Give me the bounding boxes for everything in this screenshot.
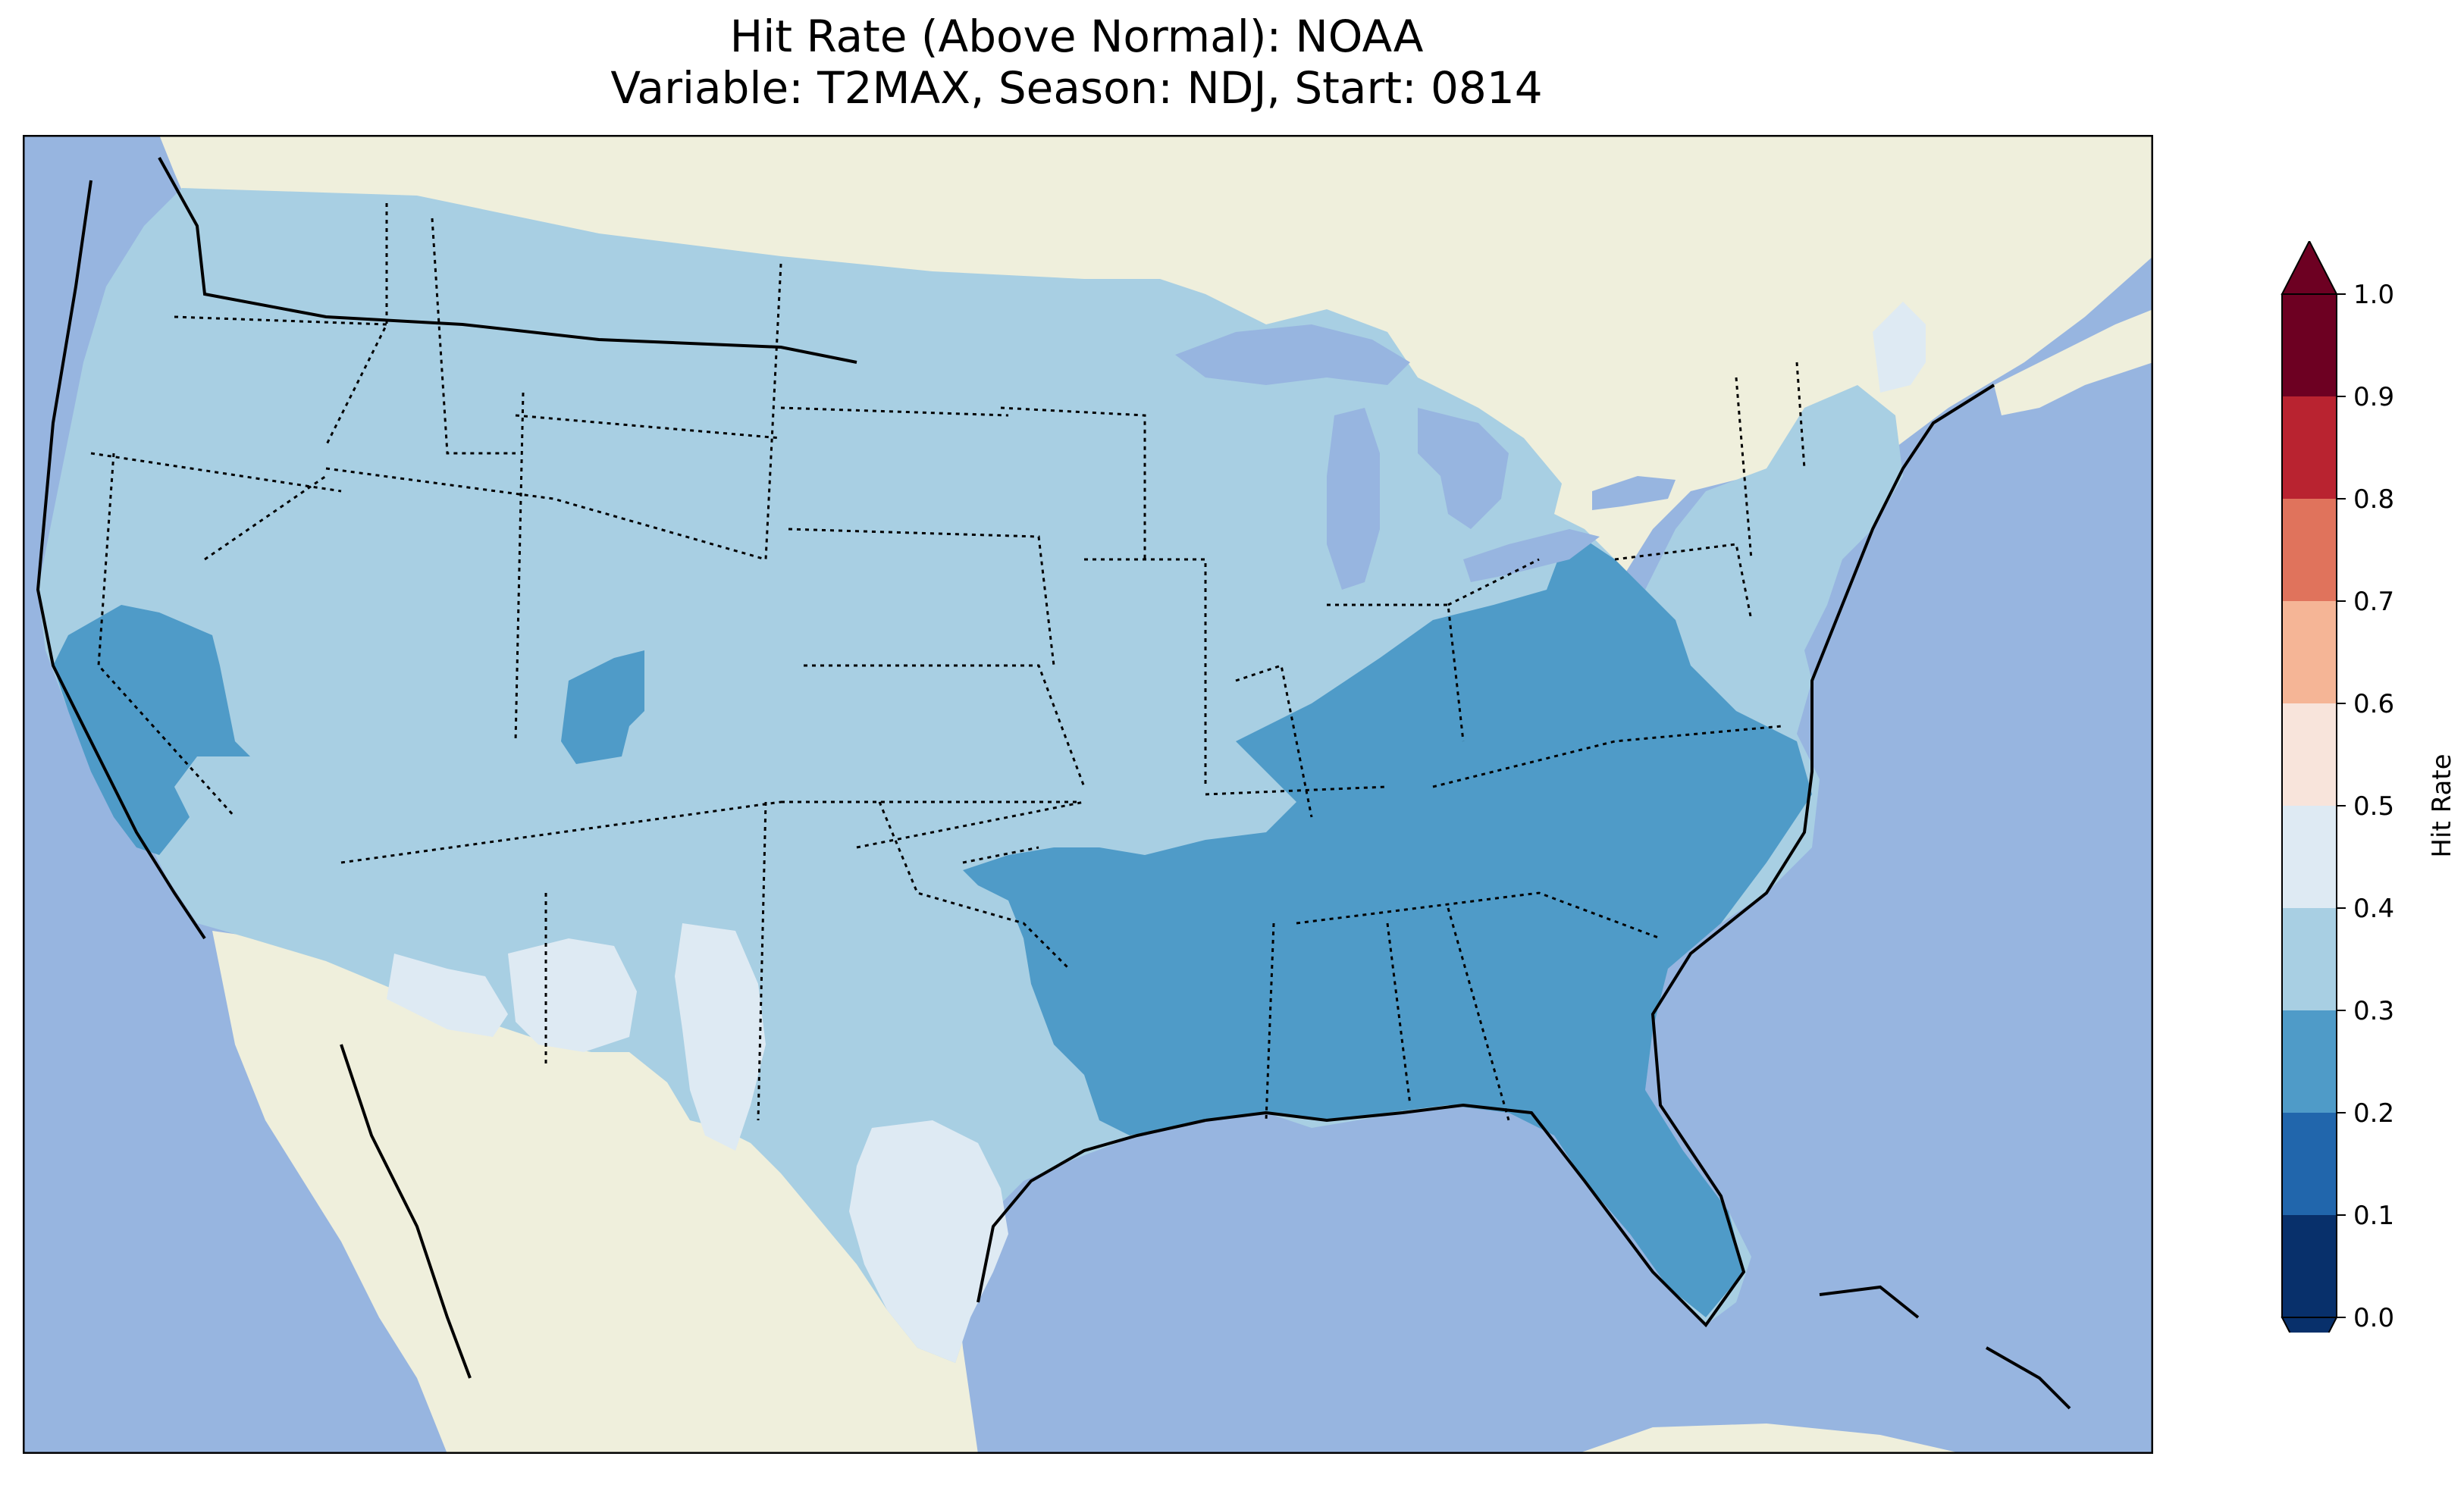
colorbar-label: Hit Rate [2427, 753, 2457, 857]
southwest-light-region [387, 954, 508, 1037]
colorbar-tick-label: 0.0 [2353, 1303, 2394, 1333]
state-borders [90, 203, 1806, 1121]
west-texas-light-region [675, 923, 766, 1151]
title-line-2: Variable: T2MAX, Season: NDJ, Start: 081… [610, 62, 1543, 114]
california-coast-region [53, 605, 250, 855]
colorado-region [561, 650, 644, 764]
lake-huron [1418, 408, 1509, 529]
colorbar-tick-label: 0.8 [2353, 484, 2394, 515]
colorbar-over-triangle [2281, 241, 2338, 295]
lake-michigan [1327, 408, 1380, 590]
colorbar-tick-label: 0.4 [2353, 894, 2394, 924]
colorbar-under-triangle [2281, 1317, 2338, 1333]
colorbar-tick-label: 0.7 [2353, 587, 2394, 617]
bottom-land [1577, 1424, 1964, 1454]
colorbar-segment [2282, 396, 2337, 499]
colorbar-tick-label: 0.3 [2353, 996, 2394, 1026]
map-frame [23, 135, 2153, 1454]
colorbar-segment [2282, 499, 2337, 601]
title-line-1: Hit Rate (Above Normal): NOAA [729, 11, 1424, 62]
colorbar-tick-label: 0.1 [2353, 1201, 2394, 1231]
lake-erie [1463, 529, 1600, 582]
colorbar-tick-label: 0.9 [2353, 382, 2394, 412]
colorbar-tick-label: 0.6 [2353, 689, 2394, 719]
colorbar-tick-label: 0.2 [2353, 1098, 2394, 1129]
lake-ontario [1592, 476, 1676, 510]
colorbar-segment [2282, 1113, 2337, 1215]
colorbar-segment [2282, 1010, 2337, 1113]
colorbar-segment [2282, 1215, 2337, 1317]
new-mexico-light-region [508, 938, 637, 1052]
colorbar: 0.0 0.1 0.2 0.3 0.4 0.5 0.6 0.7 0.8 0.9 1.0 Hit Rat… [2281, 241, 2457, 1333]
nova-scotia-land [1994, 309, 2153, 415]
map-title: Hit Rate (Above Normal): NOAA Variable: … [0, 11, 2153, 114]
coastlines [36, 157, 2071, 1410]
south-texas-light-region [849, 1120, 1008, 1363]
colorbar-segment [2282, 294, 2337, 396]
colorbar-segment [2282, 601, 2337, 703]
colorbar-segment [2282, 908, 2337, 1010]
colorbar-tick-label: 1.0 [2353, 280, 2394, 310]
colorbar-segment [2282, 806, 2337, 908]
colorbar-segment [2282, 703, 2337, 806]
lake-superior [1175, 324, 1410, 385]
colorbar-tick-label: 0.5 [2353, 791, 2394, 822]
maine-light-region [1873, 302, 1926, 393]
hit-rate-map [23, 135, 2153, 1454]
